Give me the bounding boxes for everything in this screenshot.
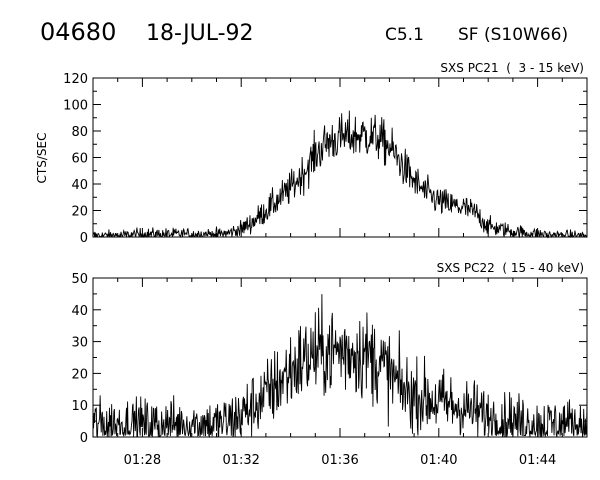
x-tick-label: 01:36 bbox=[321, 453, 358, 468]
y-tick-label: 0 bbox=[80, 231, 88, 246]
x-tick-label: 01:28 bbox=[124, 453, 161, 468]
y-tick-label: 20 bbox=[71, 205, 88, 220]
y-tick-label: 100 bbox=[63, 99, 88, 114]
series-line bbox=[92, 110, 588, 239]
event-date: 18-JUL-92 bbox=[146, 21, 254, 46]
event-id: 04680 bbox=[40, 18, 116, 46]
y-tick-label: 80 bbox=[71, 125, 88, 140]
y-tick-label: 40 bbox=[71, 178, 88, 193]
x-tick-label: 01:40 bbox=[420, 453, 457, 468]
y-tick-label: 10 bbox=[71, 399, 88, 414]
x-tick-label: 01:32 bbox=[222, 453, 259, 468]
flare-location: SF (S10W66) bbox=[458, 25, 568, 45]
y-tick-label: 120 bbox=[63, 72, 88, 87]
plot-frame bbox=[92, 77, 588, 238]
y-tick-label: 60 bbox=[71, 152, 88, 167]
flare-class: C5.1 bbox=[385, 25, 424, 45]
panel-title-pc21: SXS PC21 ( 3 - 15 keV) bbox=[440, 61, 584, 75]
panel-pc22: SXS PC22 ( 15 - 40 keV) 0 10 20 30 40 50 01:28… bbox=[71, 261, 588, 468]
y-axis-label: CTS/SEC bbox=[35, 133, 49, 184]
y-tick-label: 20 bbox=[71, 367, 88, 382]
panel-pc21: SXS PC21 ( 3 - 15 keV) CTS/SEC 0 20 40 60 80… bbox=[35, 61, 588, 246]
x-tick-label: 01:44 bbox=[519, 453, 556, 468]
series-line bbox=[92, 294, 588, 439]
panel-title-pc22: SXS PC22 ( 15 - 40 keV) bbox=[437, 261, 584, 275]
y-tick-label: 0 bbox=[80, 431, 88, 446]
y-tick-label: 50 bbox=[71, 272, 88, 287]
y-tick-label: 40 bbox=[71, 304, 88, 319]
y-tick-label: 30 bbox=[71, 336, 88, 351]
